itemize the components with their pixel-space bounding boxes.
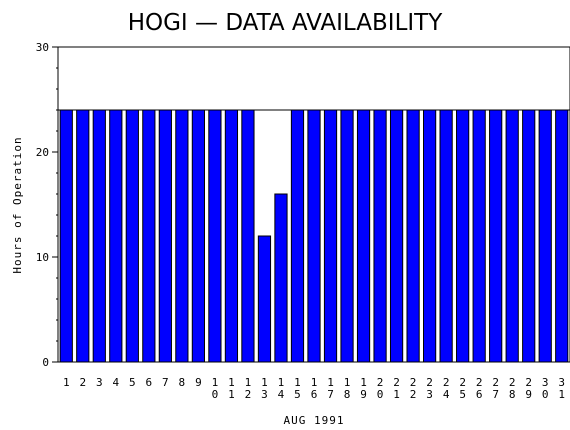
- bar-day-1: [59, 109, 73, 363]
- bar-day-2: [76, 109, 90, 363]
- bar-day-19: [356, 109, 371, 363]
- bar-day-29: [522, 109, 536, 363]
- bar-day-8: [175, 109, 189, 363]
- bar-day-17: [323, 109, 338, 363]
- x-tick-label-4: 4: [112, 376, 119, 389]
- x-tick-label-7: 7: [162, 376, 169, 389]
- bar-day-15: [290, 109, 305, 363]
- bar-day-21: [389, 109, 404, 363]
- y-axis: 0 10 20 30: [36, 41, 58, 369]
- bar-day-16: [307, 109, 321, 363]
- bar-day-12: [241, 109, 255, 363]
- bar-day-25: [456, 109, 470, 363]
- bar-day-18: [340, 109, 354, 363]
- bar-day-3: [92, 109, 106, 363]
- x-axis-label: AUG 1991: [284, 414, 345, 427]
- bar-day-31: [555, 109, 569, 363]
- y-tick-label: 0: [42, 356, 49, 369]
- x-tick-label-3: 3: [96, 376, 103, 389]
- bar-day-20: [373, 109, 387, 363]
- x-tick-label-8: 8: [179, 376, 186, 389]
- x-tick-label-1: 1: [63, 376, 70, 389]
- bar-day-28: [505, 109, 519, 363]
- x-tick-label-5: 5: [129, 376, 136, 389]
- x-tick-label-2: 2: [79, 376, 86, 389]
- y-tick-label: 30: [36, 41, 49, 54]
- bar-day-11: [224, 109, 239, 363]
- bar-day-9: [191, 109, 205, 363]
- bar-day-14: [274, 193, 288, 363]
- y-tick-label: 20: [36, 146, 49, 159]
- bar-day-7: [158, 109, 172, 363]
- bar-day-27: [489, 109, 503, 363]
- bar-day-30: [538, 109, 552, 363]
- x-axis: 1 2 3 4 5 6 7 8 9 1 01 11 21 31 41 51 61 71 81 92 02 12 22 32 42…: [63, 376, 565, 401]
- bar-day-24: [439, 109, 453, 363]
- y-tick-label: 10: [36, 251, 49, 264]
- bar-day-10: [208, 109, 222, 363]
- bar-day-6: [142, 109, 156, 363]
- bar-day-26: [472, 109, 486, 363]
- bar-day-23: [423, 109, 437, 363]
- plot-area: [57, 46, 570, 363]
- chart-title: HOGI — DATA AVAILABILITY: [128, 10, 444, 36]
- x-tick-label-6: 6: [146, 376, 153, 389]
- bar-day-13: [257, 235, 272, 363]
- y-axis-label: Hours of Operation: [11, 136, 24, 273]
- bar-day-22: [406, 109, 420, 363]
- bar-day-5: [125, 109, 139, 363]
- bar-day-4: [109, 109, 123, 363]
- x-tick-label-9: 9: [195, 376, 202, 389]
